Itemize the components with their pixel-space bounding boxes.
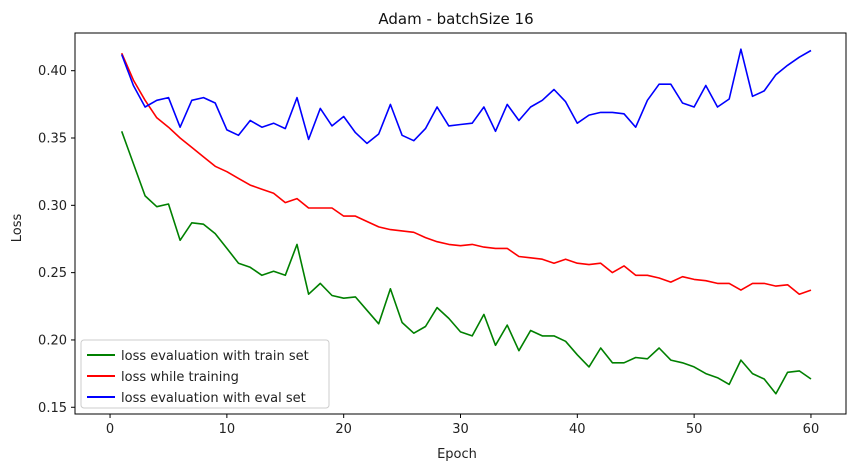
series-line-1 [120, 52, 812, 296]
x-axis-title: Epoch [437, 447, 477, 462]
chart-title: Adam - batchSize 16 [378, 10, 533, 28]
y-tick-label: 0.20 [38, 333, 67, 348]
legend-box [80, 339, 330, 409]
plot-lines [120, 48, 812, 395]
legend-label-eval-eval: loss evaluation with eval set [121, 391, 306, 406]
legend: loss evaluation with train set loss whil… [80, 339, 330, 409]
legend-label-train-eval: loss evaluation with train set [121, 349, 309, 364]
x-tick-label: 60 [803, 422, 820, 437]
y-axis-title: Loss [10, 214, 25, 243]
y-tick-label: 0.25 [38, 266, 67, 281]
y-tick-label: 0.15 [38, 401, 67, 416]
x-tick-label: 30 [452, 422, 469, 437]
x-tick-label: 50 [686, 422, 703, 437]
x-tick-label: 40 [569, 422, 586, 437]
y-tick-label: 0.30 [38, 199, 67, 214]
x-tick-label: 0 [106, 422, 114, 437]
series-line-0 [120, 131, 812, 395]
legend-label-training: loss while training [121, 370, 239, 385]
y-tick-label: 0.40 [38, 64, 67, 79]
y-tick-label: 0.35 [38, 132, 67, 147]
x-tick-label: 10 [219, 422, 236, 437]
series-line-2 [120, 48, 812, 145]
x-axis-ticks: 0 10 20 30 40 50 60 [106, 414, 819, 437]
y-axis-ticks: 0.15 0.20 0.25 0.30 0.35 0.40 [38, 64, 75, 416]
x-tick-label: 20 [335, 422, 352, 437]
